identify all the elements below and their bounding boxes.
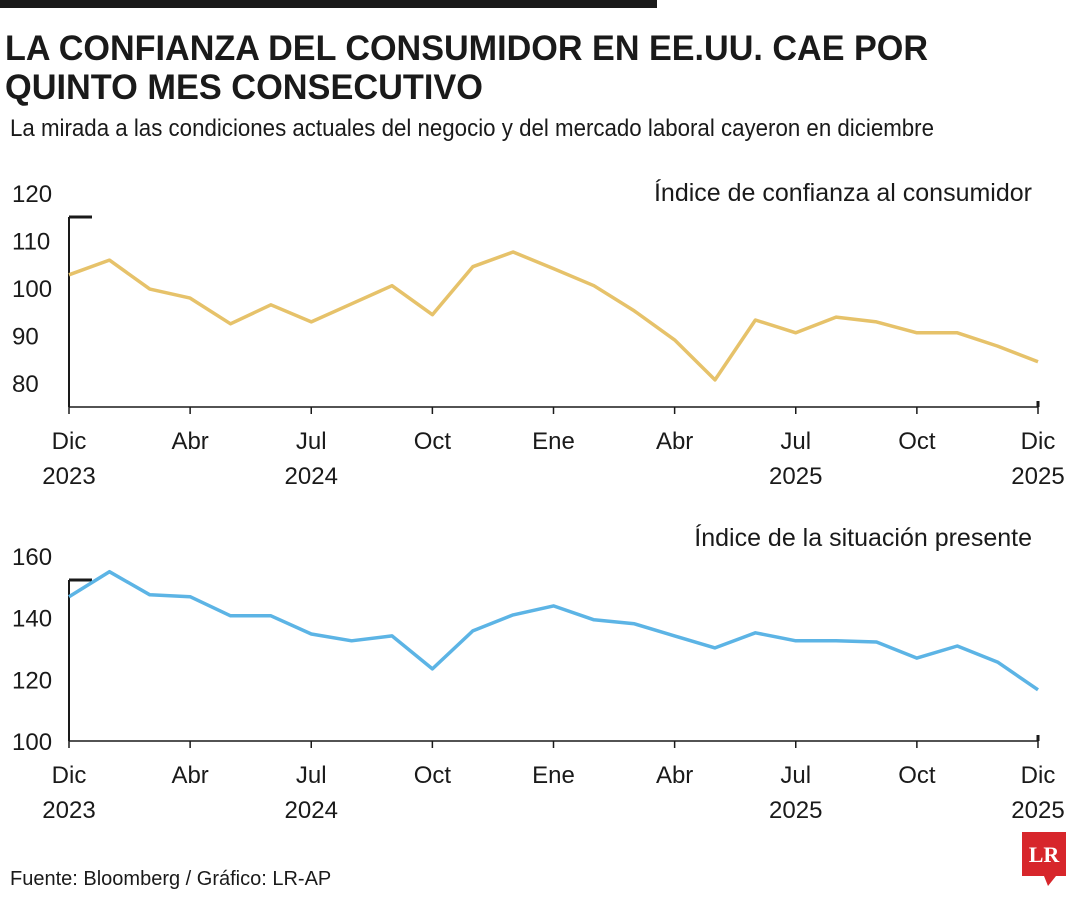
x-tick-label: Jul 2025 — [769, 428, 822, 490]
subtitle: La mirada a las condiciones actuales del… — [10, 115, 934, 142]
x-tick-label: Ene — [532, 428, 575, 455]
x-tick-label: Oct — [898, 762, 936, 789]
line-series — [68, 569, 1039, 692]
x-tick-label: Oct — [414, 762, 452, 789]
y-tick-label: 120 — [12, 667, 52, 694]
x-tick-label: Dic 2025 — [1011, 762, 1064, 824]
line-series — [68, 250, 1039, 382]
chart-title: Índice de la situación presente — [694, 523, 1032, 552]
x-tick-label: Abr — [171, 762, 208, 789]
x-tick-label: Dic 2023 — [42, 428, 95, 490]
title-line: LA CONFIANZA DEL CONSUMIDOR EN EE.UU. CA… — [5, 29, 928, 68]
x-tick-label: Jul 2025 — [769, 762, 822, 824]
x-tick-label: Abr — [656, 762, 693, 789]
top-bar — [0, 0, 657, 8]
x-tick-label: Jul 2024 — [285, 762, 338, 824]
logo-tail — [1044, 876, 1056, 886]
y-tick-label: 80 — [12, 371, 39, 398]
y-tick-label: 120 — [12, 181, 52, 208]
source: Fuente: Bloomberg / Gráfico: LR-AP — [10, 868, 331, 890]
x-tick-label: Oct — [414, 428, 452, 455]
x-tick-label: Dic 2023 — [42, 762, 95, 824]
logo-box — [1022, 832, 1066, 876]
x-tick-label: Ene — [532, 762, 575, 789]
x-tick-label: Jul 2024 — [285, 428, 338, 490]
y-tick-label: 160 — [12, 544, 52, 571]
x-tick-label: Abr — [656, 428, 693, 455]
x-tick-label: Dic 2025 — [1011, 428, 1064, 490]
y-tick-label: 140 — [12, 606, 52, 633]
y-tick-label: 90 — [12, 324, 39, 351]
chart-title: Índice de confianza al consumidor — [654, 178, 1032, 207]
x-tick-label: Abr — [171, 428, 208, 455]
title-line: QUINTO MES CONSECUTIVO — [5, 68, 483, 107]
x-tick-label: Oct — [898, 428, 936, 455]
y-tick-label: 100 — [12, 276, 52, 303]
logo-text: LR — [1029, 842, 1061, 867]
y-tick-label: 110 — [12, 229, 50, 256]
y-tick-label: 100 — [12, 729, 52, 756]
